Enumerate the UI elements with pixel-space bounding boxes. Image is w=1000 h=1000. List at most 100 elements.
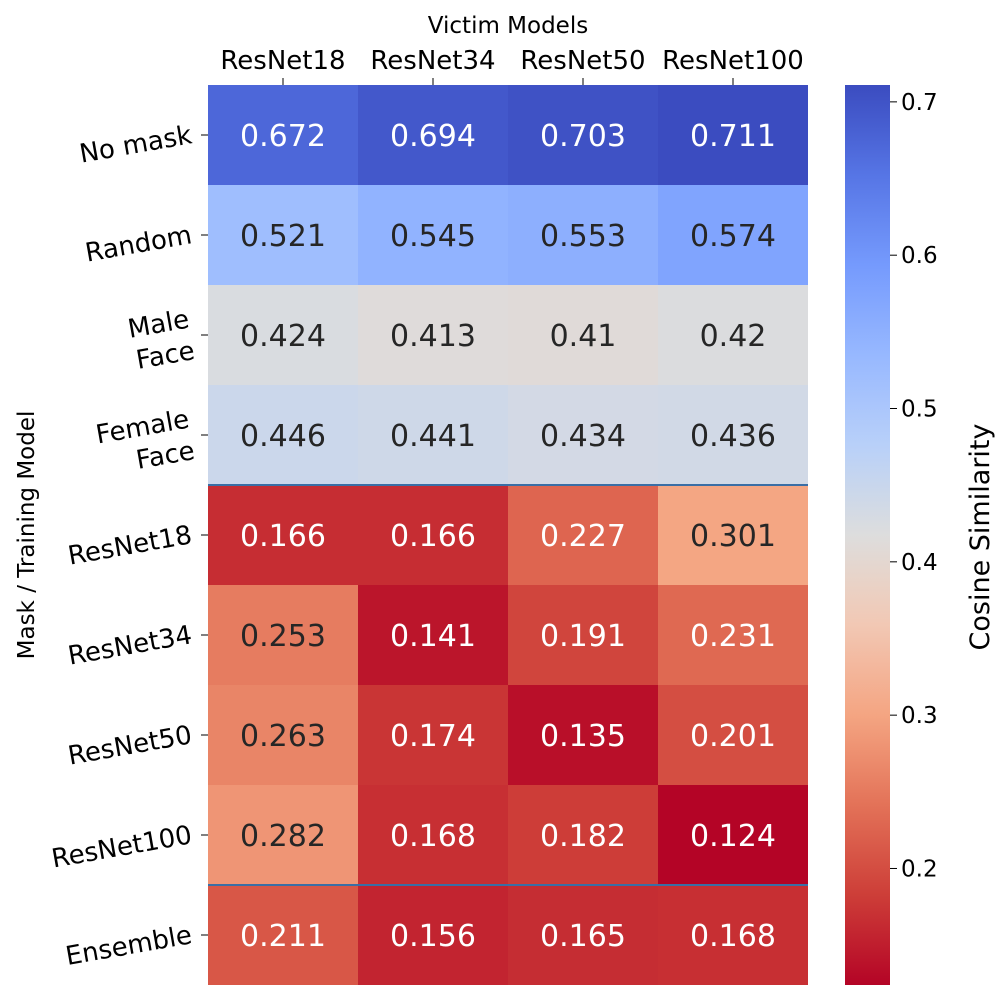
- x-tick-label: ResNet18: [220, 46, 345, 76]
- cell-value-label: 0.166: [390, 519, 476, 554]
- cell-value-label: 0.124: [690, 819, 776, 854]
- heatmap-cell: [208, 385, 358, 485]
- cell-value-label: 0.574: [690, 219, 776, 254]
- heatmap-cell: [508, 185, 658, 285]
- colorbar-tick-label: 0.6: [901, 243, 938, 269]
- heatmap-cell: [658, 185, 808, 285]
- y-tick-label: No mask: [77, 120, 194, 169]
- cell-value-label: 0.424: [240, 319, 326, 354]
- cell-value-label: 0.174: [390, 719, 476, 754]
- cell-value-label: 0.211: [240, 919, 326, 954]
- heatmap-cell: [358, 85, 508, 185]
- cell-value-label: 0.231: [690, 619, 776, 654]
- cell-value-label: 0.182: [540, 819, 626, 854]
- heatmap-cell: [658, 285, 808, 385]
- cell-value-label: 0.141: [390, 619, 476, 654]
- heatmap-cell: [508, 885, 658, 985]
- heatmap-cell: [658, 785, 808, 885]
- cell-value-label: 0.282: [240, 819, 326, 854]
- heatmap-cell: [508, 285, 658, 385]
- colorbar-gradient: [845, 85, 890, 985]
- heatmap-cell: [358, 685, 508, 785]
- cell-value-label: 0.191: [540, 619, 626, 654]
- heatmap-cell: [208, 85, 358, 185]
- y-axis: No mask Random MaleFace FemaleFace ResNet18 R…: [14, 120, 208, 972]
- cell-value-label: 0.446: [240, 419, 326, 454]
- colorbar-tick-label: 0.5: [901, 397, 938, 423]
- heatmap-cell: [358, 785, 508, 885]
- cell-value-label: 0.168: [690, 919, 776, 954]
- heatmap-cell: [208, 185, 358, 285]
- heatmap-cell: [658, 385, 808, 485]
- cell-value-label: 0.521: [240, 219, 326, 254]
- heatmap-cell: [508, 85, 658, 185]
- heatmap-cell: [358, 385, 508, 485]
- heatmap-cell: [508, 385, 658, 485]
- cell-value-label: 0.165: [540, 919, 626, 954]
- cell-value-label: 0.711: [690, 119, 776, 154]
- colorbar-tick-label: 0.2: [901, 856, 938, 882]
- y-tick-label: ResNet50: [66, 720, 194, 771]
- heatmap-cell: [208, 485, 358, 585]
- colorbar-tick-label: 0.7: [901, 90, 938, 116]
- y-tick-label: ResNet100: [49, 820, 194, 874]
- heatmap-cell: [658, 585, 808, 685]
- heatmap-cell: [508, 785, 658, 885]
- heatmap-cell: [658, 485, 808, 585]
- heatmap-cell: [508, 685, 658, 785]
- heatmap-cell: [508, 485, 658, 585]
- heatmap-cell: [658, 885, 808, 985]
- colorbar-tick-label: 0.3: [901, 703, 938, 729]
- y-axis-title: Mask / Training Model: [14, 411, 40, 660]
- x-tick-label: ResNet34: [370, 46, 495, 76]
- heatmap-cell: [208, 785, 358, 885]
- heatmap-cell: [208, 285, 358, 385]
- heatmap-cell: [208, 685, 358, 785]
- cell-value-label: 0.168: [390, 819, 476, 854]
- cell-value-label: 0.41: [550, 319, 617, 354]
- heatmap-cell: [358, 585, 508, 685]
- y-tick-label: FemaleFace: [94, 405, 197, 482]
- cell-value-label: 0.42: [700, 319, 767, 354]
- y-tick-label: ResNet18: [66, 520, 194, 571]
- cell-value-label: 0.201: [690, 719, 776, 754]
- heatmap-cell: [358, 485, 508, 585]
- x-axis-title: Victim Models: [428, 13, 588, 39]
- cell-value-label: 0.434: [540, 419, 626, 454]
- cell-value-label: 0.263: [240, 719, 326, 754]
- x-axis: ResNet18 ResNet34 ResNet50 ResNet100 Victim …: [220, 13, 804, 85]
- colorbar-label: Cosine Similarity: [965, 424, 996, 651]
- heatmap-cell: [358, 185, 508, 285]
- y-tick-label: Ensemble: [63, 920, 194, 972]
- y-tick-label: MaleFace: [126, 305, 197, 377]
- colorbar-tick-label: 0.4: [901, 550, 938, 576]
- cell-value-label: 0.413: [390, 319, 476, 354]
- heatmap-cell: [208, 885, 358, 985]
- cell-value-label: 0.227: [540, 519, 626, 554]
- y-tick-label: Random: [83, 220, 194, 268]
- y-tick-label: ResNet34: [66, 620, 194, 671]
- x-tick-label: ResNet50: [520, 46, 645, 76]
- cell-value-label: 0.545: [390, 219, 476, 254]
- heatmap-cell: [658, 85, 808, 185]
- heatmap-cell: [508, 585, 658, 685]
- heatmap-cells: 0.672 0.694 0.703 0.711 0.521 0.545 0.553 0.574…: [208, 85, 808, 985]
- cell-value-label: 0.436: [690, 419, 776, 454]
- cell-value-label: 0.301: [690, 519, 776, 554]
- cell-value-label: 0.553: [540, 219, 626, 254]
- heatmap-cell: [358, 885, 508, 985]
- cell-value-label: 0.672: [240, 119, 326, 154]
- cell-value-label: 0.694: [390, 119, 476, 154]
- cell-value-label: 0.166: [240, 519, 326, 554]
- cell-value-label: 0.156: [390, 919, 476, 954]
- heatmap-cell: [358, 285, 508, 385]
- heatmap-cell: [658, 685, 808, 785]
- cell-value-label: 0.135: [540, 719, 626, 754]
- colorbar: 0.2 0.3 0.4 0.5 0.6 0.7 Cosine Similarity: [845, 85, 996, 985]
- cell-value-label: 0.441: [390, 419, 476, 454]
- cell-value-label: 0.703: [540, 119, 626, 154]
- x-tick-label: ResNet100: [662, 46, 804, 76]
- cell-value-label: 0.253: [240, 619, 326, 654]
- group-separators: [208, 484, 808, 886]
